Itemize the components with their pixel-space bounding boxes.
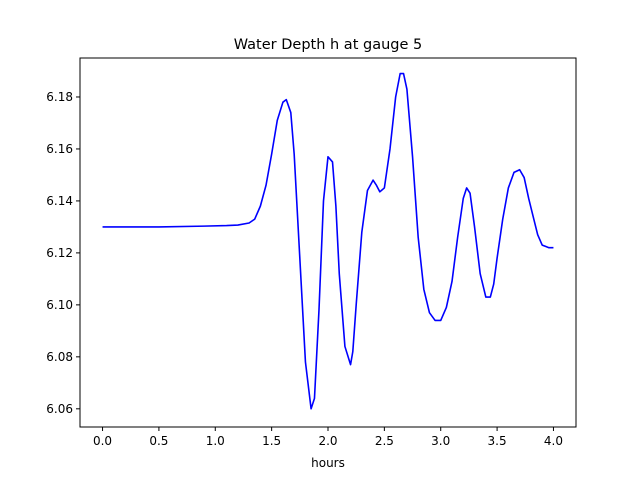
axes-frame [79,57,577,428]
y-tick-label: 6.16 [46,142,73,156]
x-axis-label: hours [311,456,345,470]
x-tick-label: 3.5 [488,434,507,448]
y-tick-label: 6.06 [46,402,73,416]
chart-title: Water Depth h at gauge 5 [234,37,422,53]
x-tick-label: 4.0 [544,434,563,448]
y-tick-label: 6.12 [46,246,73,260]
plot-area [79,57,577,428]
y-axis: 6.06 6.08 6.10 6.12 6.14 6.16 6.18 [46,90,80,416]
x-tick-label: 1.5 [262,434,281,448]
x-tick-label: 1.0 [206,434,225,448]
x-tick-label: 2.5 [375,434,394,448]
x-tick-label: 0.0 [93,434,112,448]
x-tick-label: 0.5 [149,434,168,448]
x-tick-label: 2.0 [318,434,337,448]
y-tick-label: 6.14 [46,194,73,208]
y-tick-label: 6.18 [46,90,73,104]
y-tick-label: 6.10 [46,298,73,312]
y-tick-label: 6.08 [46,350,73,364]
series-line-0 [102,72,554,410]
x-tick-label: 3.0 [431,434,450,448]
x-axis: 0.0 0.5 1.0 1.5 2.0 2.5 3.0 3.5 4.0 [93,427,563,448]
